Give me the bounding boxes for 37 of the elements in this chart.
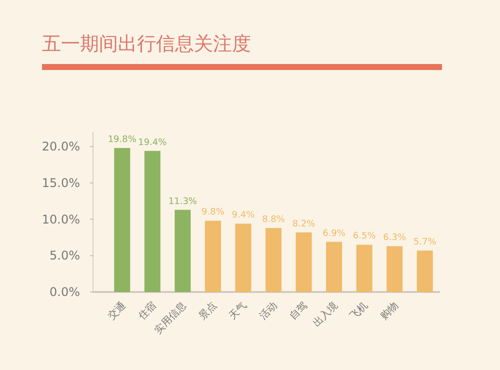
data-label: 19.8% [108, 135, 137, 145]
data-label: 19.4% [138, 138, 168, 148]
data-label: 6.5% [352, 232, 376, 242]
x-tick-label: 景点 [196, 300, 220, 322]
bar [356, 244, 372, 292]
y-tick-label: 20.0% [42, 140, 80, 154]
y-tick-label: 15.0% [42, 176, 80, 190]
bar [416, 250, 433, 292]
data-label: 5.7% [413, 238, 437, 248]
chart-title: 五一期间出行信息关注度 [42, 33, 251, 55]
bar [204, 220, 221, 292]
x-tick-label: 出入境 [310, 300, 340, 330]
bar [114, 148, 130, 292]
y-tick-label: 10.0% [42, 212, 80, 226]
bar [174, 210, 191, 292]
x-tick-label: 住宿 [136, 300, 159, 322]
x-tick-label: 飞机 [348, 300, 370, 322]
bar [235, 224, 252, 292]
y-tick-label: 5.0% [50, 248, 80, 263]
x-tick-label: 购物 [378, 300, 401, 322]
x-tick-label: 活动 [256, 300, 280, 322]
y-tick-label: 0.0% [50, 285, 80, 299]
bar [386, 246, 403, 292]
bar [266, 228, 282, 292]
data-label: 6.3% [383, 233, 406, 244]
data-label: 6.9% [322, 228, 346, 239]
x-tick-label: 自驾 [287, 300, 310, 322]
data-label: 11.3% [168, 196, 198, 207]
data-label: 8.8% [262, 215, 286, 225]
x-tick-label: 交通 [106, 300, 128, 322]
data-label: 9.4% [232, 210, 256, 221]
bar [296, 232, 312, 292]
bar [326, 242, 342, 292]
data-label: 9.8% [202, 208, 225, 218]
data-label: 8.2% [292, 219, 316, 230]
bar [144, 150, 160, 292]
x-tick-label: 天气 [226, 300, 250, 322]
